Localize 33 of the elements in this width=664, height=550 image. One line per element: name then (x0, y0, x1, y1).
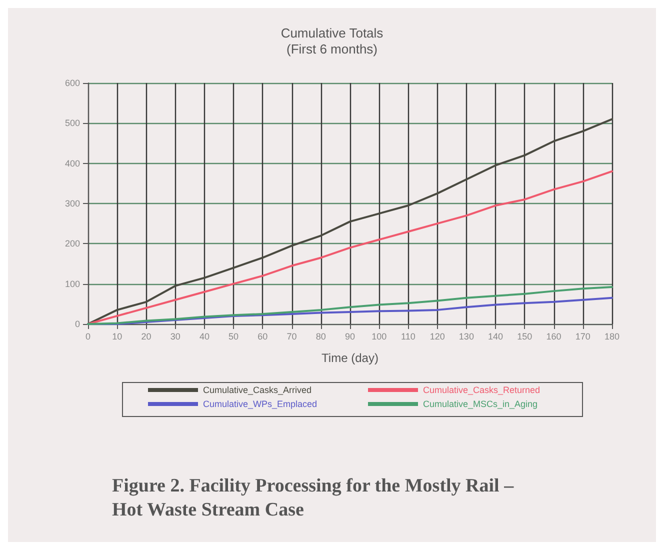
y-tick-label: 600 (64, 78, 80, 88)
y-tick-label: 500 (64, 118, 80, 128)
text: Cumulative_Casks_Arrived (203, 385, 312, 395)
x-tick-label: 60 (258, 332, 268, 342)
caption: Figure 2. Facility Processing for the Mostly Rail – Hot Waste Stream Case (112, 476, 518, 520)
x-tick-label: 180 (604, 332, 620, 342)
x-tick-label: 160 (546, 332, 562, 342)
x-tick-label: 90 (344, 332, 356, 342)
x-tick-label: 50 (228, 332, 239, 342)
x-tick-label: 120 (430, 332, 445, 342)
text: Cumulative_Casks_Returned (423, 385, 540, 395)
x-tick-label: 130 (458, 332, 474, 342)
x-tick-label: 100 (372, 332, 387, 342)
x-tick-label: 10 (112, 332, 122, 342)
y-tick-label: 100 (64, 278, 80, 289)
text: Cumulative_WPs_Emplaced (203, 399, 318, 409)
y-tick-label: 400 (64, 158, 80, 168)
x-tick-label: 170 (575, 332, 590, 342)
x-tick-label: 20 (141, 332, 152, 342)
x-tick-label: 0 (85, 332, 91, 342)
y-tick-label: 300 (64, 198, 80, 208)
x-tick-label: 150 (517, 332, 532, 342)
x-tick-label: 140 (488, 332, 504, 342)
text: Cumulative_MSCs_in_Aging (423, 399, 538, 409)
x-tick-label: 70 (286, 332, 297, 342)
x-tick-label: 80 (316, 332, 326, 342)
y-tick-label: 0 (74, 319, 80, 329)
x-tick-label: 110 (401, 332, 416, 342)
x-axis-title: Time (day) (322, 351, 378, 365)
x-tick-label: 40 (199, 332, 210, 342)
x-tick-label: 30 (170, 332, 180, 342)
y-tick-label: 200 (64, 238, 80, 249)
chart-title: Cumulative Totals (First 6 months) (280, 26, 384, 56)
